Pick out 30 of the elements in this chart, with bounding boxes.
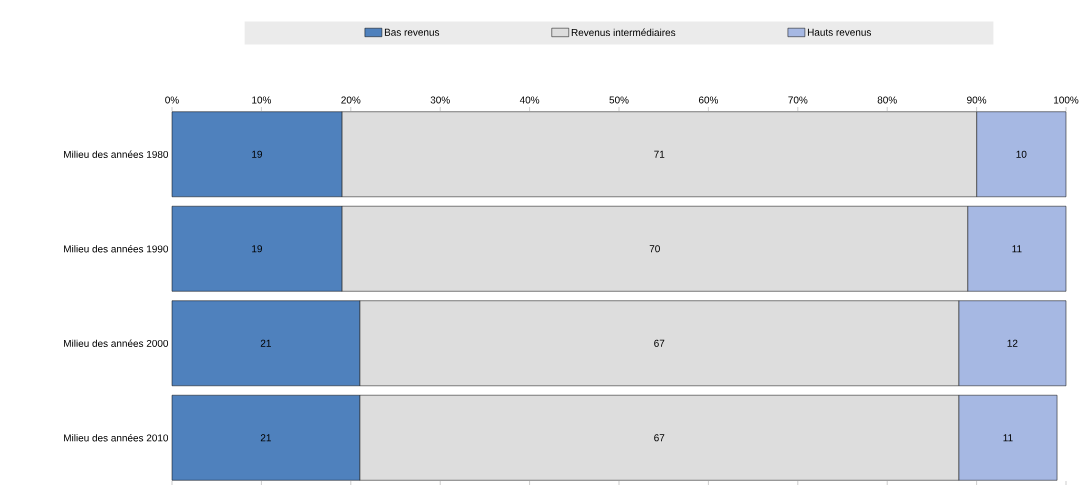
legend-label: Revenus intermédiaires bbox=[571, 28, 676, 37]
data-label: 11 bbox=[1003, 434, 1013, 442]
data-label: 67 bbox=[654, 339, 665, 347]
x-tick-label: 70% bbox=[788, 96, 808, 104]
y-tick-label: Milieu des années 2010 bbox=[64, 434, 169, 442]
data-label: 67 bbox=[654, 434, 665, 442]
data-label: 12 bbox=[1007, 339, 1018, 347]
y-tick-label: Milieu des années 2000 bbox=[64, 339, 169, 347]
y-tick-label: Milieu des années 1990 bbox=[64, 245, 169, 253]
x-tick-label: 50% bbox=[609, 96, 629, 104]
y-tick-label: Milieu des années 1980 bbox=[64, 150, 169, 158]
legend-label: Bas revenus bbox=[384, 28, 440, 36]
x-tick-label: 30% bbox=[430, 96, 450, 104]
legend-label: Hauts revenus bbox=[807, 28, 872, 36]
x-tick-label: 40% bbox=[519, 96, 540, 104]
data-label: 71 bbox=[654, 150, 665, 158]
x-tick-label: 100% bbox=[1054, 96, 1079, 104]
data-label: 21 bbox=[260, 434, 271, 442]
data-label: 10 bbox=[1016, 150, 1027, 158]
x-tick-label: 60% bbox=[698, 96, 719, 104]
x-tick-label: 0% bbox=[165, 96, 179, 104]
data-label: 19 bbox=[252, 150, 263, 158]
data-label: 21 bbox=[260, 339, 271, 347]
x-tick-label: 10% bbox=[252, 96, 272, 104]
x-tick-label: 90% bbox=[967, 96, 987, 104]
data-label: 11 bbox=[1012, 245, 1022, 253]
data-label: 70 bbox=[649, 245, 660, 253]
data-label: 19 bbox=[252, 245, 263, 253]
x-tick-label: 80% bbox=[877, 96, 897, 104]
x-tick-label: 20% bbox=[341, 96, 361, 104]
